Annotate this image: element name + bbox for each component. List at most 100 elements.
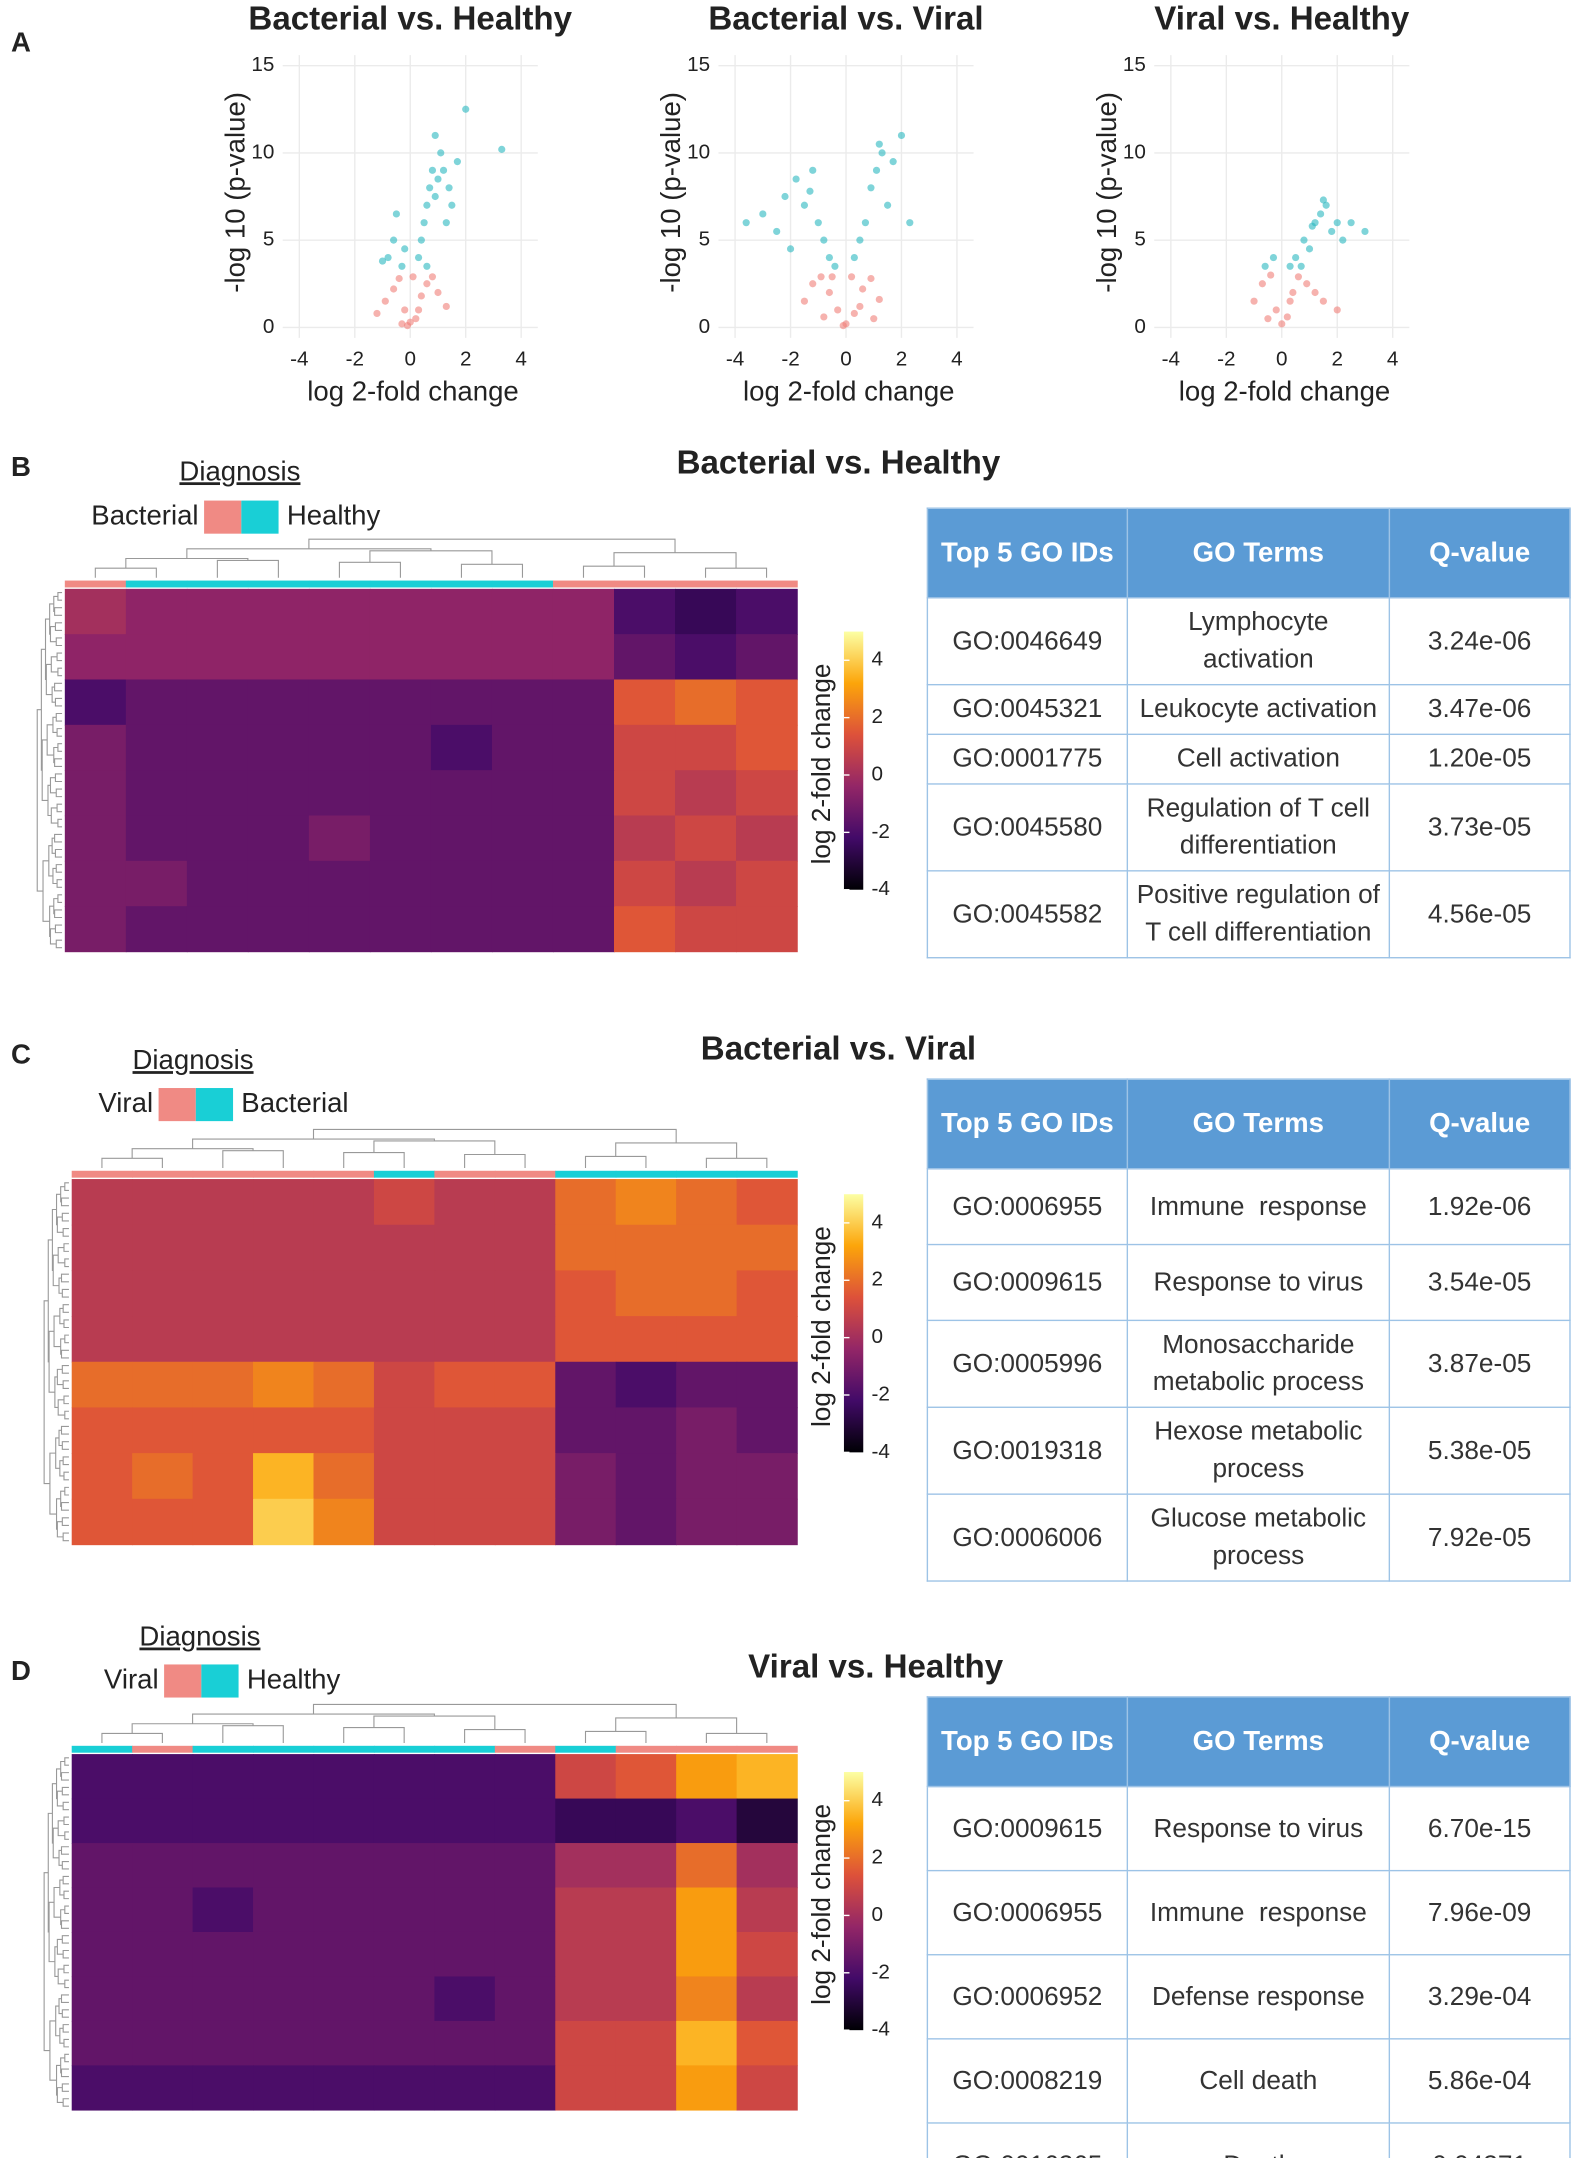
point xyxy=(1272,306,1280,314)
go-table-row: GO:0006952 Defense response 3.29e-04 xyxy=(926,1954,1571,2040)
go-table-row: GO:0001775 Cell activation 1.20e-05 xyxy=(926,733,1571,785)
go-table-cell: 1.20e-05 xyxy=(1388,733,1571,785)
x-tick-label: -4 xyxy=(726,347,744,370)
group-strip xyxy=(253,1170,315,1178)
point xyxy=(392,210,400,218)
legend-swatch xyxy=(204,500,242,534)
point xyxy=(856,236,864,244)
heatmap-cell xyxy=(434,1798,496,1844)
go-table-cell: Regulation of T cell differentiation xyxy=(1126,783,1391,872)
point xyxy=(859,285,867,293)
heatmap-cell xyxy=(555,1931,617,1978)
group-strip xyxy=(369,580,432,588)
go-table-cell: 3.54e-05 xyxy=(1388,1243,1571,1322)
group-strip xyxy=(736,580,798,588)
x-tick-label: 0 xyxy=(840,347,852,370)
group-strip xyxy=(555,1170,617,1178)
heatmap-cell xyxy=(434,1407,496,1454)
legend-label: Healthy xyxy=(287,499,381,530)
heatmap-cell xyxy=(613,860,676,907)
group-strip xyxy=(736,1745,798,1753)
point xyxy=(445,184,453,192)
heatmap-cell xyxy=(491,588,554,635)
heatmap-title: Bacterial vs. Viral xyxy=(701,1031,976,1068)
go-table-cell: 0.04371 xyxy=(1388,2122,1571,2158)
heatmap-cell xyxy=(676,1270,738,1317)
heatmap-cell xyxy=(494,1843,556,1889)
heatmap-cell xyxy=(64,770,127,817)
x-tick-label: -2 xyxy=(1217,347,1235,370)
heatmap-cell xyxy=(132,1754,194,1800)
group-strip xyxy=(736,1170,798,1178)
heatmap-cell xyxy=(552,588,615,635)
go-table-header-cell: Q-value xyxy=(1388,1696,1571,1788)
colorbar xyxy=(843,1194,864,1453)
heatmap-cell xyxy=(736,1361,798,1409)
heatmap-cell xyxy=(71,2020,133,2067)
heatmap-cell xyxy=(736,1798,798,1844)
heatmap-cell xyxy=(434,1453,496,1500)
heatmap-cell xyxy=(555,1224,617,1272)
heatmap-cell xyxy=(192,1976,254,2022)
colorbar-tick-label: -4 xyxy=(872,2018,890,2041)
heatmap-cell xyxy=(491,906,554,953)
colorbar-tick-label: 2 xyxy=(872,1846,883,1869)
colorbar-tick-label: -4 xyxy=(872,1440,890,1463)
group-strip xyxy=(434,1745,496,1753)
group-strip xyxy=(615,1170,677,1178)
go-table-cell: Response to virus xyxy=(1126,1785,1391,1872)
heatmap-cell xyxy=(373,1361,436,1409)
heatmap-cell xyxy=(615,1843,677,1889)
point xyxy=(442,302,450,311)
group-strip xyxy=(494,1745,556,1753)
heatmap-cell xyxy=(736,770,798,817)
heatmap-cell xyxy=(253,1931,315,1978)
point xyxy=(839,322,847,330)
point xyxy=(792,175,800,183)
heatmap-cell xyxy=(434,1224,496,1272)
heatmap-cell xyxy=(613,906,676,953)
colorbar-label: log 2-fold change xyxy=(806,1804,836,2005)
heatmap-cell xyxy=(247,860,310,907)
heatmap-cell xyxy=(71,1179,133,1226)
point xyxy=(875,140,883,148)
heatmap-cell xyxy=(253,1316,315,1363)
heatmap-cell xyxy=(676,1843,738,1889)
point xyxy=(834,306,842,314)
heatmap-cell xyxy=(491,860,554,907)
heatmap-cell xyxy=(253,1843,315,1889)
heatmap-cell xyxy=(491,815,554,862)
heatmap-cell xyxy=(64,906,127,953)
heatmap-cell xyxy=(736,1316,798,1363)
heatmap-cell xyxy=(369,679,432,726)
heatmap-cell xyxy=(308,724,371,771)
go-table-header-cell: GO Terms xyxy=(1126,1696,1391,1788)
heatmap-cell xyxy=(736,1976,798,2022)
go-table-row: GO:0045321 Leukocyte activation 3.47e-06 xyxy=(926,683,1571,736)
heatmap-cell xyxy=(675,588,737,635)
heatmap-cell xyxy=(71,1361,133,1409)
x-tick-label: -4 xyxy=(1162,347,1180,370)
heatmap-cell xyxy=(676,1224,738,1272)
heatmap-cell xyxy=(71,1798,133,1844)
go-table-cell: GO:0006006 xyxy=(926,1493,1129,1582)
point xyxy=(809,280,817,288)
go-table-cell: GO:0016265 xyxy=(926,2122,1129,2158)
colorbar xyxy=(843,1772,864,2031)
heatmap-cell xyxy=(552,906,615,953)
point xyxy=(867,274,875,283)
heatmap-cell xyxy=(736,1887,798,1933)
heatmap-cell xyxy=(736,2020,798,2067)
go-table-row: GO:0016265Death0.04371 xyxy=(926,2122,1571,2158)
heatmap-cell xyxy=(313,1887,375,1933)
heatmap-cell xyxy=(132,1179,194,1226)
go-table-cell: Monosaccharide metabolic process xyxy=(1126,1319,1391,1408)
group-strip xyxy=(192,1745,254,1753)
heatmap-cell xyxy=(555,2020,617,2067)
point xyxy=(417,292,425,300)
point xyxy=(875,295,883,304)
heatmap-cell xyxy=(186,906,249,953)
point xyxy=(442,219,450,227)
group-strip xyxy=(64,580,127,588)
